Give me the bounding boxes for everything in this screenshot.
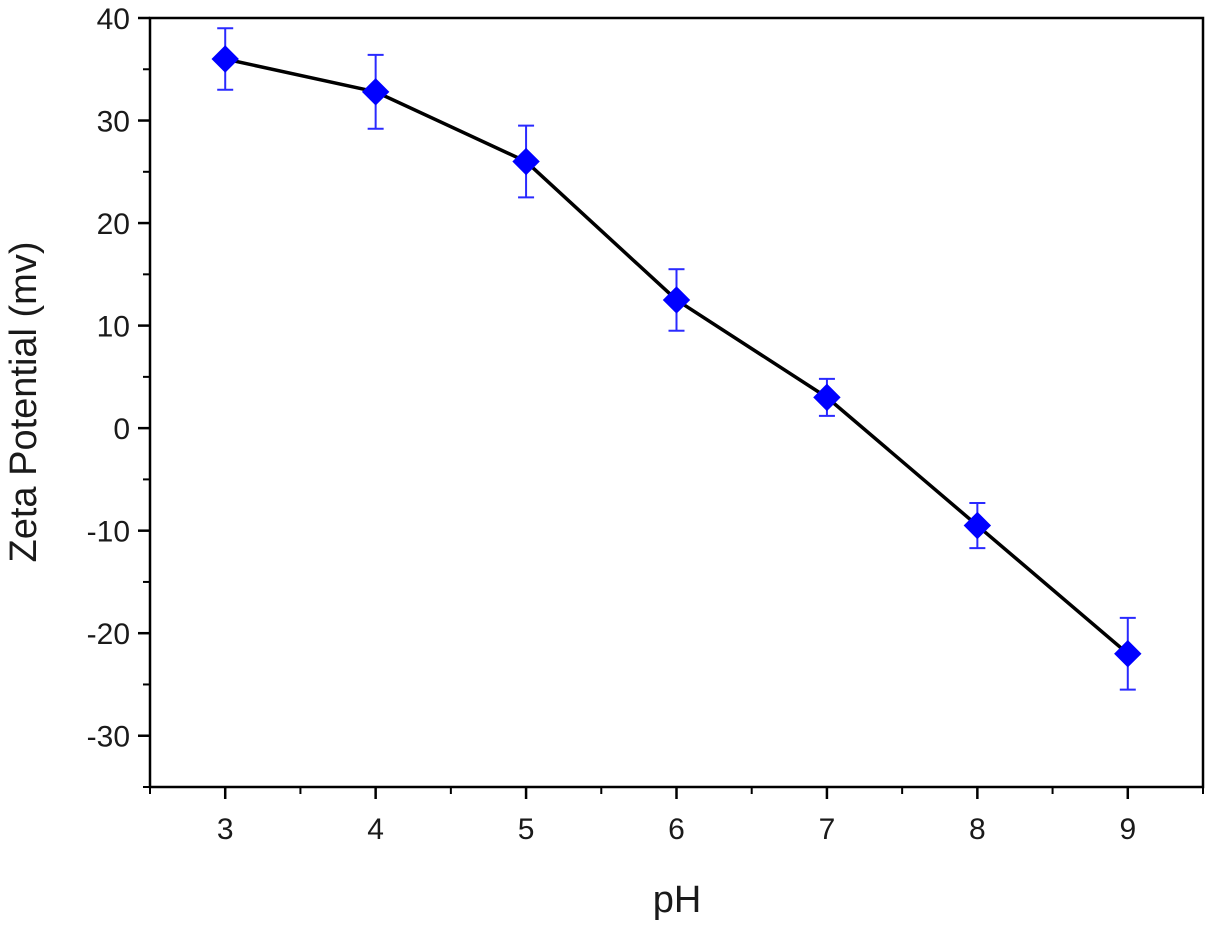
data-point: [963, 511, 992, 540]
data-point: [361, 78, 390, 106]
plot-frame: [148, 16, 1205, 789]
y-tick-label: 30: [97, 106, 130, 139]
y-tick-label: 10: [97, 311, 130, 344]
y-tick-label: -30: [87, 721, 130, 754]
y-tick-label: -10: [87, 516, 130, 549]
series-line: [224, 57, 1129, 656]
x-axis-title: pH: [653, 879, 702, 921]
y-tick-label: 40: [97, 3, 130, 36]
x-tick-label: 5: [518, 813, 535, 846]
x-axis: 3 4 5 6 7 8 9: [149, 787, 1204, 846]
y-axis: 40 30 20 10 0 -10 -20 -30: [87, 3, 150, 788]
x-tick-label: 6: [668, 813, 685, 846]
data-point: [512, 147, 540, 176]
data-point: [662, 286, 691, 314]
plot-area: [211, 27, 1142, 691]
data-point: [813, 383, 841, 412]
x-tick-label: 7: [819, 813, 836, 846]
data-point: [1114, 639, 1142, 668]
x-tick-label: 8: [969, 813, 986, 846]
y-axis-title: Zeta Potential (mv): [3, 242, 45, 563]
y-tick-label: -20: [87, 618, 130, 651]
x-tick-label: 4: [367, 813, 384, 846]
x-tick-label: 3: [217, 813, 234, 846]
y-tick-label: 0: [113, 413, 130, 446]
x-tick-label: 9: [1119, 813, 1136, 846]
y-tick-label: 20: [97, 208, 130, 241]
data-point: [211, 45, 239, 73]
axes-frame: [148, 16, 1205, 789]
